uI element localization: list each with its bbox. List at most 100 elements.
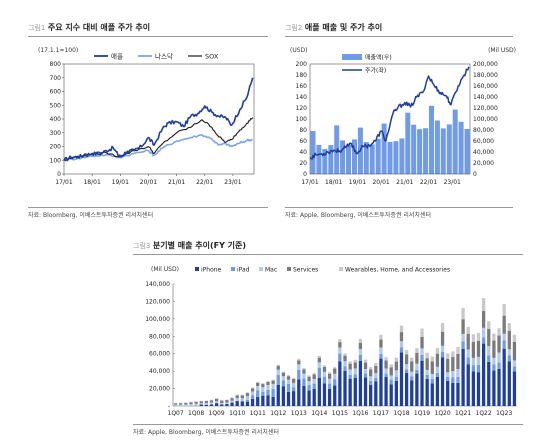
stacked-bar-segment (189, 401, 193, 403)
stacked-bar-segment (215, 401, 219, 404)
stacked-bar-segment (440, 331, 445, 346)
figure3-chart: (Mil USD) iPhone iPad Mac Services Wearables,… (145, 266, 517, 417)
stacked-bar-segment (415, 352, 419, 364)
stacked-bar-segment (487, 361, 491, 406)
revenue-bar (381, 123, 387, 174)
stacked-bar-segment (333, 367, 337, 369)
stacked-bar-segment (338, 361, 342, 406)
left-y-tick-label: 0 (303, 171, 307, 178)
y-tick-label: - (168, 403, 170, 410)
stacked-bar-segment (430, 356, 434, 362)
y-tick-label: 600 (50, 89, 62, 96)
stacked-bar-segment (256, 381, 260, 383)
stacked-bar-segment (297, 364, 301, 370)
stacked-bar-segment (281, 380, 286, 387)
stacked-bar-segment (179, 403, 183, 405)
stacked-bar-segment (456, 353, 460, 370)
stacked-bar-segment (481, 337, 486, 344)
legend-price-label: 주가(좌) (365, 67, 386, 75)
stacked-bar-segment (497, 335, 501, 353)
left-y-tick-label: 160 (296, 83, 308, 90)
x-tick-label: 18/01 (325, 179, 342, 186)
figure3-title-rule (133, 254, 523, 255)
stacked-bar-segment (404, 350, 409, 355)
stacked-bar-segment (502, 340, 506, 349)
revenue-bar (393, 141, 399, 174)
stacked-bar-segment (369, 369, 373, 377)
stacked-bar-segment (425, 369, 429, 375)
x-tick-label: 1Q19 (414, 410, 430, 417)
stacked-bar-segment (461, 319, 465, 334)
stacked-bar-segment (399, 325, 404, 333)
stacked-bar-segment (461, 348, 465, 406)
stacked-bar-segment (374, 381, 378, 406)
stacked-bar-segment (476, 372, 481, 406)
stacked-bar-segment (410, 380, 414, 406)
stacked-bar-segment (338, 339, 342, 343)
x-tick-label: 1Q08 (188, 410, 204, 417)
stacked-bar-segment (471, 365, 476, 372)
stacked-bar-segment (173, 403, 178, 405)
revenue-bar (369, 144, 375, 174)
legend-label-2: Mac (265, 267, 277, 274)
stacked-bar-segment (220, 400, 224, 403)
revenue-bar (328, 145, 334, 174)
stacked-bar-segment (353, 377, 357, 406)
x-tick-label: 1Q20 (435, 410, 451, 417)
x-tick-label: 23/01 (444, 179, 461, 186)
stacked-bar-segment (379, 339, 383, 348)
stacked-bar-segment (497, 328, 501, 336)
price-line (309, 66, 470, 160)
figure2-chart: (USD) (Mil USD) 0 20 40 60 80 100 120 140 160 180 20… (290, 47, 516, 186)
stacked-bar-segment (451, 377, 455, 383)
stacked-bar-segment (410, 376, 414, 381)
stacked-bar-segment (471, 334, 476, 342)
left-y-tick-label: 20 (299, 160, 307, 167)
x-tick-label: 1Q16 (352, 410, 368, 417)
stacked-bar-segment (281, 376, 286, 381)
stacked-bar-segment (394, 376, 398, 381)
stacked-bar-segment (374, 362, 378, 366)
stacked-bar-segment (261, 395, 265, 406)
stacked-bar-segment (322, 376, 327, 384)
stacked-bar-segment (461, 333, 465, 342)
stacked-bar-segment (194, 401, 198, 402)
stacked-bar-segment (338, 353, 342, 362)
stacked-bar-segment (245, 399, 250, 402)
stacked-bar-segment (369, 385, 373, 406)
stacked-bar-segment (492, 333, 496, 341)
revenue-bar (346, 144, 351, 174)
stacked-bar-segment (266, 385, 270, 390)
stacked-bar-segment (404, 354, 409, 365)
stacked-bar-segment (374, 373, 378, 378)
stacked-bar-segment (435, 366, 440, 373)
stacked-bar-segment (451, 351, 455, 358)
stacked-bar-segment (481, 310, 486, 328)
stacked-bar-segment (481, 327, 486, 338)
revenue-bar (375, 138, 381, 174)
stacked-bar-segment (286, 379, 291, 384)
x-tick-label: 1Q18 (393, 410, 409, 417)
y-tick-label: 80,000 (149, 333, 170, 340)
stacked-bar-segment (404, 369, 409, 373)
stacked-bar-segment (440, 345, 445, 353)
stacked-bar-segment (179, 404, 183, 406)
legend-swatch-2 (259, 267, 263, 271)
legend-label-1: iPad (237, 267, 250, 274)
revenue-bar (446, 124, 452, 174)
stacked-bar-segment (369, 376, 373, 381)
right-y-tick-label: 120,000 (473, 105, 498, 112)
plot-frame (63, 63, 255, 175)
revenue-bar (322, 149, 328, 174)
stacked-bar-segment (394, 370, 398, 377)
stacked-bar-segment (322, 365, 327, 367)
x-tick-label: 19/01 (349, 179, 366, 186)
legend-swatch-4 (339, 267, 343, 271)
stacked-bar-segment (327, 378, 332, 384)
x-tick-label: 21/01 (168, 179, 185, 186)
stacked-bar-segment (466, 333, 470, 350)
stacked-bar-segment (281, 386, 286, 406)
stacked-bar-segment (440, 352, 445, 358)
stacked-bar-segment (384, 373, 388, 378)
stacked-bar-segment (317, 355, 321, 358)
